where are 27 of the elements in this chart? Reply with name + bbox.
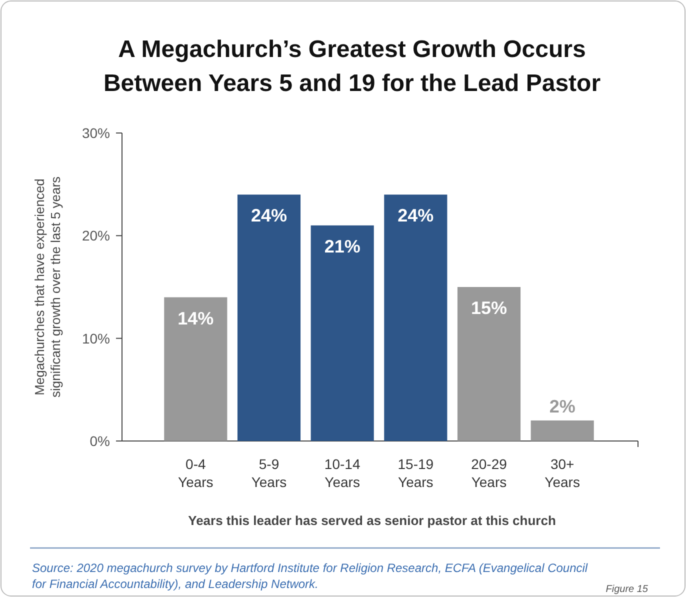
y-axis-title: Megachurches that have experienced significant growth over the last 5 years — [32, 176, 63, 398]
bar — [457, 287, 521, 441]
bar — [164, 297, 228, 441]
caption: Figure 15 — [606, 584, 648, 595]
data-label: 21% — [324, 236, 360, 256]
source-note: Source: 2020 megachurch survey by Hartford Institute for Religion Research, ECFA (Evangelical Council for Financial Accountability), and Leadership Network. — [32, 561, 588, 591]
y-tick-label: 0% — [90, 433, 110, 449]
x-axis-title: Years this leader has served as senior pastor at this church — [188, 513, 556, 528]
bar — [384, 194, 448, 441]
data-label: 2% — [549, 396, 576, 416]
y-tick-label: 10% — [82, 330, 110, 346]
bar — [530, 420, 594, 441]
x-tick-label: 0-4 Years — [178, 456, 214, 490]
data-label: 15% — [470, 298, 508, 318]
data-label: 24% — [250, 206, 288, 226]
data-label: 14% — [178, 308, 214, 328]
x-tick-label: 5-9 Years — [251, 456, 287, 490]
x-tick-label: 15-19 Years — [398, 456, 434, 490]
x-tick-label: 30+ Years — [544, 456, 580, 490]
y-tick-label: 20% — [82, 228, 110, 244]
data-label: 24% — [398, 206, 434, 226]
chart-title: A Megachurch’s Greatest Growth Occurs Between Years 5 and 19 for the Lead Pastor — [103, 36, 601, 97]
x-tick-label: 10-14 Years — [324, 456, 360, 490]
bar — [310, 225, 374, 441]
bar — [237, 194, 301, 441]
x-tick-label: 20-29 Years — [471, 456, 508, 490]
y-tick-label: 30% — [82, 125, 110, 141]
